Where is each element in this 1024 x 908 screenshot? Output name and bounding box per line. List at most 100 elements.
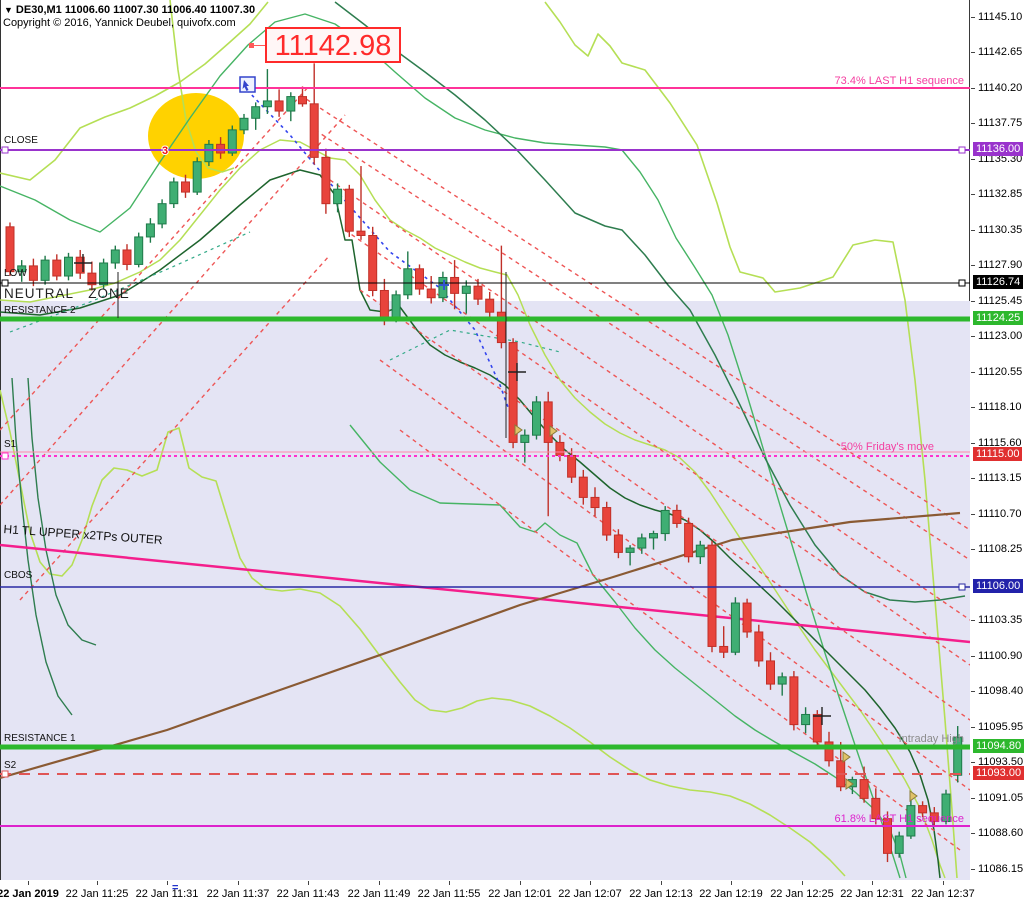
y-axis-tick-label: 11095.95 — [978, 721, 1024, 733]
x-axis-tick-mark — [943, 881, 944, 885]
y-axis-tick-mark — [971, 159, 975, 160]
fractal-triangle-icon — [549, 425, 558, 437]
line-handle[interactable] — [1, 452, 9, 460]
price-axis[interactable]: 11145.10 11142.65 11140.20 11137.75 11135.30… — [971, 0, 1024, 880]
fractal-triangle-icon — [514, 424, 523, 436]
line-handle[interactable] — [1, 146, 9, 154]
anchor-square-icon — [249, 43, 254, 48]
y-axis-tick-mark — [971, 514, 975, 515]
candle-body — [368, 234, 378, 291]
candle-body — [906, 805, 916, 837]
x-axis-tick-mark — [872, 881, 873, 885]
candle-body — [883, 818, 892, 854]
x-axis-tick-mark — [379, 881, 380, 885]
price-badge: 11124.25 — [973, 311, 1024, 325]
band-lime-fast — [0, 139, 946, 879]
level-label: RESISTANCE 2 — [4, 305, 76, 316]
x-axis-tick-mark — [167, 881, 168, 885]
y-axis-tick-mark — [971, 869, 975, 870]
line-handle[interactable] — [1, 770, 9, 778]
candle-body — [216, 143, 226, 154]
candle-body — [40, 259, 50, 281]
y-axis-tick-mark — [971, 798, 975, 799]
y-axis-tick-mark — [971, 727, 975, 728]
candle-body — [754, 631, 764, 662]
equals-marker-icon: = — [172, 882, 179, 894]
candle-body — [496, 311, 506, 344]
candle-body — [75, 256, 85, 274]
level-label: S2 — [4, 760, 17, 771]
trendline-h1-tl-upper[interactable] — [0, 543, 970, 644]
candle-body — [99, 262, 109, 286]
candle-body — [274, 100, 284, 112]
line-handle[interactable] — [1, 279, 9, 287]
fractal-triangle-icon — [842, 751, 851, 763]
candle-body — [356, 230, 366, 236]
band-darkgreen-steep-b — [27, 377, 97, 646]
candle-body — [672, 509, 682, 524]
y-axis-tick-mark — [971, 407, 975, 408]
x-axis-tick-mark — [590, 881, 591, 885]
chart-collapse-icon[interactable]: ▼ — [4, 5, 13, 15]
x-axis-tick-label: 22 Jan 12:37 — [911, 888, 975, 900]
candle-body — [333, 188, 343, 205]
candle-body — [415, 268, 424, 290]
fractal-triangle-icon — [909, 790, 918, 802]
x-axis-tick-label: 22 Jan 12:01 — [488, 888, 552, 900]
x-axis-tick-label: 22 Jan 11:25 — [65, 888, 129, 900]
candle-body — [87, 272, 97, 286]
y-axis-tick-mark — [971, 194, 975, 195]
candle-body — [450, 276, 460, 294]
trendline-brown-ma[interactable] — [0, 511, 961, 780]
candle-body — [321, 156, 331, 205]
candle-body — [298, 96, 307, 105]
candle-body — [578, 476, 588, 498]
x-axis-tick-label: 22 Jan 11:31 — [135, 888, 199, 900]
price-alert-tag[interactable]: 11142.98 — [265, 27, 401, 63]
candle-body — [344, 188, 354, 232]
anchor-line — [254, 45, 265, 46]
x-axis-tick-label: 22 Jan 12:19 — [699, 888, 763, 900]
y-axis-tick-label: 11142.65 — [978, 46, 1023, 58]
price-badge: 11115.00 — [973, 447, 1023, 461]
time-axis[interactable]: 22 Jan 2019 22 Jan 11:25 22 Jan 11:31 22 Ja… — [0, 881, 1024, 908]
candle-body — [485, 298, 495, 313]
x-axis-tick-label: 22 Jan 2019 — [0, 888, 59, 900]
x-axis-tick-label: 22 Jan 11:55 — [417, 888, 481, 900]
line-handle[interactable] — [958, 146, 966, 154]
dashed-red-desc-4 — [344, 229, 970, 666]
y-axis-tick-label: 11093.50 — [978, 756, 1024, 768]
line-handle[interactable] — [958, 279, 966, 287]
x-axis-tick-mark — [731, 881, 732, 885]
y-axis-tick-label: 11088.60 — [978, 827, 1024, 839]
fractal-triangle-icon — [845, 778, 854, 790]
candle-body — [461, 285, 471, 294]
chart-plot-area[interactable]: 3 ▼ DE30,M1 11006.60 11007.30 11006.40 11… — [0, 0, 970, 880]
candle-body — [613, 534, 623, 553]
y-axis-tick-label: 11100.90 — [978, 650, 1023, 662]
y-axis-tick-label: 11127.90 — [978, 259, 1023, 271]
candle-body — [660, 509, 670, 535]
y-axis-tick-label: 11135.30 — [978, 153, 1023, 165]
candle-body — [859, 779, 869, 799]
price-badge: 11093.00 — [973, 766, 1024, 780]
level-label: NEUTRAL ZONE — [4, 286, 130, 301]
y-axis-tick-label: 11120.55 — [978, 366, 1023, 378]
price-badge: 11094.80 — [973, 739, 1024, 753]
candle-body — [941, 793, 951, 823]
price-tag-anchor — [249, 43, 265, 48]
candle-body — [391, 294, 401, 319]
y-axis-tick-label: 11145.10 — [978, 11, 1023, 23]
y-axis-tick-mark — [971, 88, 975, 89]
level-label: CBOS — [4, 570, 33, 581]
y-axis-tick-label: 11086.15 — [978, 863, 1024, 875]
candle-body — [426, 288, 436, 299]
price-badge: 11106.00 — [973, 579, 1024, 593]
band-lime-lower — [0, 389, 846, 877]
line-handle[interactable] — [958, 583, 966, 591]
candlestick-chart[interactable]: 3 — [0, 0, 970, 880]
x-axis-tick-mark — [308, 881, 309, 885]
y-axis-tick-mark — [971, 17, 975, 18]
candle-body — [192, 161, 202, 193]
candle-body — [789, 676, 799, 726]
